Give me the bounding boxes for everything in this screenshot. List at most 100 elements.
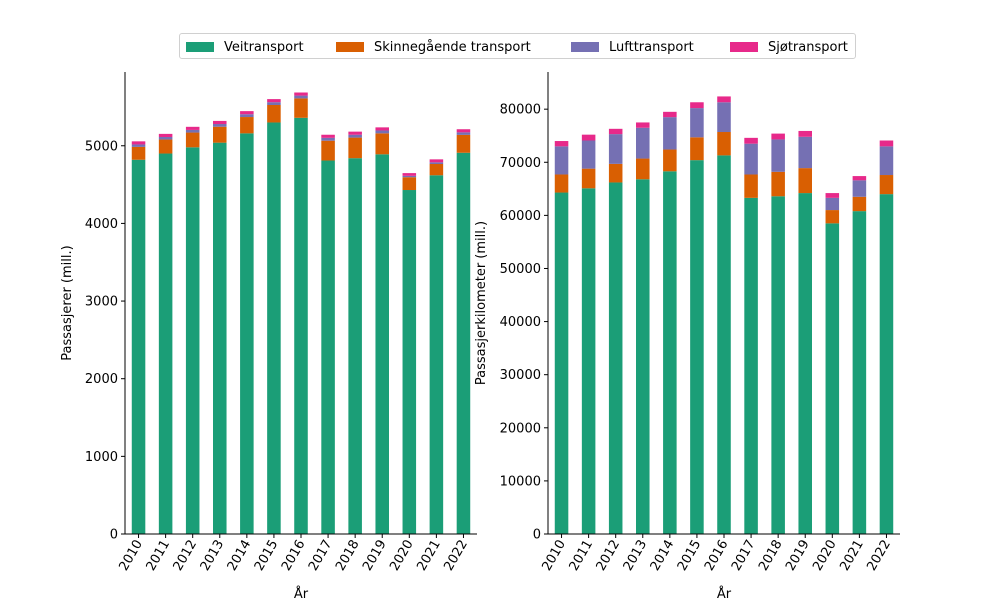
chart2-bar-skinnegaende-transport-2021: [852, 196, 867, 212]
chart2-x-tick-label: 2022: [864, 538, 894, 574]
chart2-bar-skinnegaende-transport-2019: [798, 168, 812, 194]
legend: Veitransport Skinnegående transport Luft…: [179, 33, 856, 59]
chart2-bar-sjotransport-2020: [825, 193, 840, 198]
chart2-bar-sjotransport-2021: [852, 176, 867, 181]
chart2-bar-lufttransport-2019: [798, 136, 812, 169]
chart1-y-axis-label: Passasjerer (mill.): [60, 245, 75, 360]
chart2-x-tick-label: 2011: [567, 538, 597, 574]
chart2-bar-veitransport-2011: [581, 188, 596, 535]
chart1-bar-sjotransport-2012: [185, 126, 200, 130]
chart2-bar-veitransport-2015: [690, 160, 704, 534]
chart1-bar-skinnegaende-transport-2017: [321, 140, 335, 161]
chart1-bar-veitransport-2014: [240, 133, 254, 534]
chart2-bar-sjotransport-2016: [717, 96, 731, 103]
chart2-bar-lufttransport-2015: [690, 108, 704, 138]
chart1-bar-veitransport-2010: [131, 159, 146, 535]
chart2-bar-skinnegaende-transport-2017: [744, 174, 758, 198]
legend-item-lufttransport: Lufttransport: [571, 39, 694, 55]
chart1-bar-skinnegaende-transport-2016: [294, 98, 308, 118]
chart1-bar-lufttransport-2013: [213, 124, 227, 127]
chart2-bar-sjotransport-2014: [663, 111, 677, 118]
chart2-bar-lufttransport-2020: [825, 197, 840, 211]
chart1-bar-sjotransport-2018: [348, 131, 362, 135]
chart1-y-tick-label: 2000: [85, 372, 118, 387]
chart1-x-tick-label: 2011: [144, 538, 174, 574]
chart2-x-tick-label: 2020: [810, 538, 840, 574]
chart1-bar-skinnegaende-transport-2013: [213, 126, 227, 143]
chart2-bar-veitransport-2012: [608, 182, 623, 534]
chart1-bar-sjotransport-2014: [240, 111, 254, 115]
chart2-y-tick-label: 30000: [500, 368, 541, 383]
chart1-bar-sjotransport-2011: [158, 133, 173, 137]
chart2-bar-veitransport-2020: [825, 223, 840, 534]
chart2-bar-veitransport-2014: [663, 171, 677, 535]
chart1-bar-skinnegaende-transport-2021: [429, 164, 444, 176]
legend-item-skinnegaende: Skinnegående transport: [336, 39, 531, 55]
chart1-x-tick-label: 2012: [171, 538, 201, 574]
chart1-bar-veitransport-2013: [213, 142, 227, 534]
chart2-y-tick-label: 70000: [500, 156, 541, 171]
chart2-x-tick-label: 2013: [621, 538, 651, 574]
chart2-bar-sjotransport-2013: [636, 122, 650, 128]
chart2-bar-skinnegaende-transport-2014: [663, 149, 677, 172]
chart2-bar-lufttransport-2014: [663, 117, 677, 150]
chart2-bar-skinnegaende-transport-2015: [690, 137, 704, 161]
chart1-x-tick-label: 2016: [279, 538, 309, 574]
chart1-bar-veitransport-2022: [456, 152, 471, 534]
chart2-bar-skinnegaende-transport-2022: [879, 175, 894, 195]
legend-label-lufttransport: Lufttransport: [609, 39, 694, 55]
chart2-bar-sjotransport-2015: [690, 102, 704, 109]
chart1-x-tick-label: 2013: [198, 538, 228, 574]
chart1-bar-lufttransport-2019: [375, 130, 389, 134]
chart2-bar-veitransport-2017: [744, 197, 758, 535]
chart2-bar-skinnegaende-transport-2011: [581, 168, 596, 189]
legend-swatch-skinnegaende: [336, 42, 364, 52]
chart1-bar-sjotransport-2013: [213, 120, 227, 125]
chart1-bar-veitransport-2012: [185, 147, 200, 534]
chart1-bar-veitransport-2021: [429, 175, 444, 534]
chart1-y-tick-label: 0: [110, 528, 118, 543]
chart2-bar-skinnegaende-transport-2018: [771, 171, 785, 197]
chart2-x-axis-label: År: [717, 586, 732, 600]
chart2-x-tick-label: 2019: [783, 538, 813, 574]
chart2-x-tick-label: 2016: [702, 538, 732, 574]
chart1-x-axis-label: År: [294, 586, 309, 600]
chart2-bar-skinnegaende-transport-2012: [608, 163, 623, 183]
chart2-bar-lufttransport-2022: [879, 146, 894, 176]
legend-label-sjotransport: Sjøtransport: [768, 39, 848, 55]
legend-label-skinnegaende: Skinnegående transport: [374, 39, 531, 55]
chart2-y-tick-label: 50000: [500, 262, 541, 277]
chart2-y-tick-label: 0: [533, 528, 541, 543]
chart2-y-tick-label: 10000: [500, 474, 541, 489]
chart2-bar-sjotransport-2019: [798, 130, 812, 137]
chart1-bar-lufttransport-2011: [158, 136, 173, 140]
chart1-bar-skinnegaende-transport-2019: [375, 133, 389, 155]
chart1-bar-veitransport-2019: [375, 154, 389, 534]
chart2-bar-veitransport-2016: [717, 155, 731, 534]
chart1-x-tick-label: 2010: [116, 538, 146, 574]
chart1-x-tick-label: 2015: [252, 538, 282, 574]
chart1-bar-lufttransport-2010: [131, 144, 146, 147]
chart2-bar-skinnegaende-transport-2016: [717, 132, 731, 156]
chart2-x-tick-label: 2014: [648, 538, 678, 574]
chart1-bar-sjotransport-2020: [402, 173, 417, 176]
chart2-bar-veitransport-2018: [771, 196, 785, 534]
chart1-x-tick-label: 2014: [225, 538, 255, 574]
chart1-bar-skinnegaende-transport-2012: [185, 132, 200, 148]
chart2-bar-lufttransport-2018: [771, 139, 785, 172]
chart2-x-tick-label: 2012: [594, 538, 624, 574]
chart2-x-tick-label: 2017: [729, 538, 759, 574]
chart2-y-tick-label: 80000: [500, 103, 541, 118]
chart2-bar-veitransport-2021: [852, 211, 867, 534]
chart2-x-tick-label: 2018: [756, 538, 786, 574]
chart1-bar-veitransport-2016: [294, 117, 308, 534]
chart2-y-tick-label: 20000: [500, 421, 541, 436]
chart2-bar-lufttransport-2011: [581, 140, 596, 169]
chart2-bar-sjotransport-2018: [771, 133, 785, 140]
chart1-bar-veitransport-2011: [158, 153, 173, 534]
chart1-bar-lufttransport-2016: [294, 95, 308, 99]
chart1-bar-skinnegaende-transport-2011: [158, 139, 173, 154]
chart1-y-tick-label: 5000: [85, 139, 118, 154]
chart1-bar-sjotransport-2017: [321, 134, 335, 138]
chart1-bar-veitransport-2018: [348, 158, 362, 534]
